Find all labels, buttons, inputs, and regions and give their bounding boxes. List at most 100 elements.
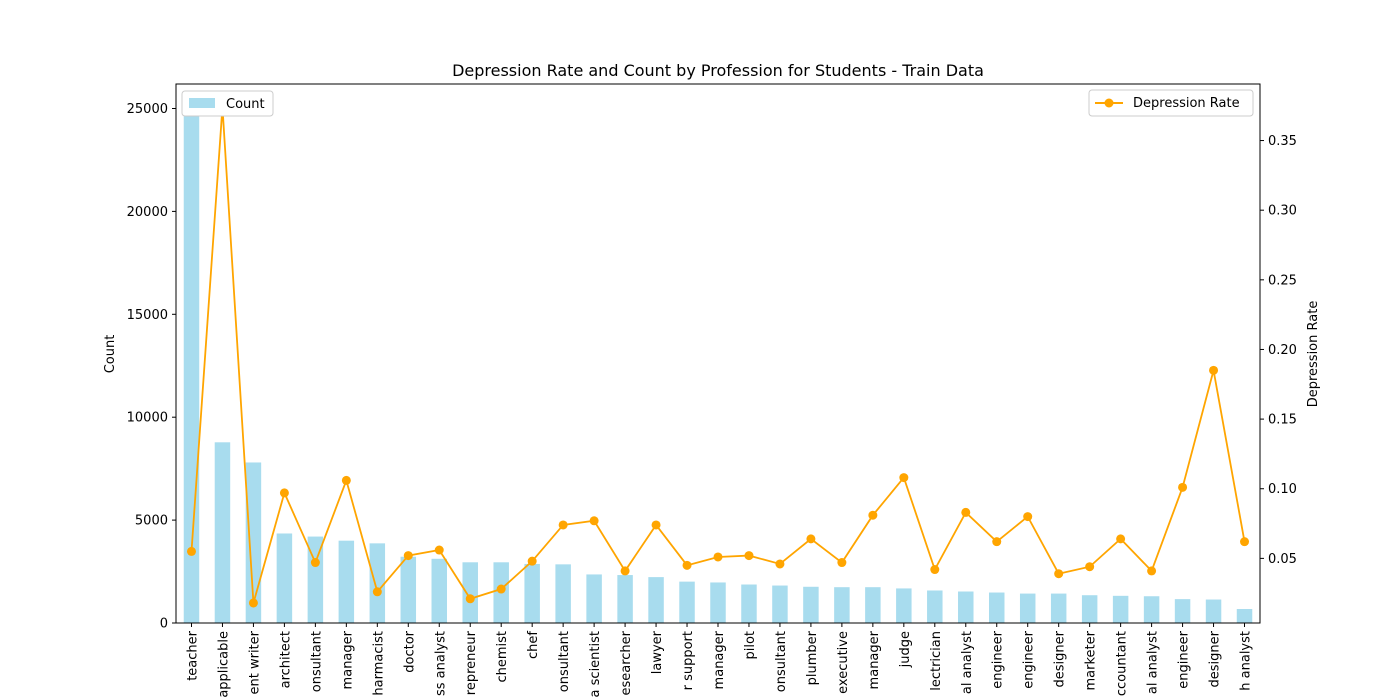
legend-count-swatch: [189, 98, 215, 108]
y-left-tick-label: 25000: [127, 102, 168, 117]
x-tick-label: judge: [898, 631, 913, 668]
x-tick-label: h analyst: [1239, 631, 1254, 691]
depression-rate-point: [403, 551, 413, 561]
x-tick-label: onsultant: [774, 631, 789, 692]
x-tick-label: ss analyst: [433, 631, 448, 696]
count-bar: [369, 543, 386, 623]
count-bar: [834, 587, 850, 623]
depression-rate-point: [1209, 365, 1219, 375]
depression-rate-point: [1054, 569, 1064, 579]
depression-rate-point: [558, 520, 568, 530]
legend-rate-frame: [1088, 89, 1254, 117]
depression-rate-point: [713, 552, 723, 562]
x-tick-label: al analyst: [960, 631, 975, 694]
count-bar: [679, 581, 695, 623]
depression-rate-point: [465, 594, 475, 604]
x-tick-label: plumber: [805, 630, 820, 685]
y-left-tick-label: 10000: [127, 411, 168, 426]
y-right-tick-label: 0.25: [1268, 273, 1297, 288]
count-bar: [865, 587, 881, 623]
y-right-tick-label: 0.30: [1268, 204, 1297, 219]
x-tick-label: harmacist: [371, 631, 386, 696]
depression-rate-point: [279, 488, 289, 498]
count-bar: [1236, 609, 1253, 623]
count-bar: [617, 575, 633, 623]
depression-rate-point: [899, 473, 909, 483]
x-tick-label: manager: [340, 630, 355, 689]
depression-rate-point: [1116, 534, 1126, 544]
count-bar: [648, 577, 664, 623]
legend-rate-marker: [1104, 98, 1114, 108]
depression-rate-point: [1085, 562, 1095, 572]
depression-rate-point: [248, 598, 258, 608]
count-bar: [462, 562, 478, 623]
depression-rate-line: [186, 102, 1250, 608]
x-tick-label: al analyst: [1146, 631, 1161, 694]
x-tick-label: pilot: [743, 631, 758, 660]
legend-count: Count: [181, 90, 274, 117]
depression-rate-point: [1240, 537, 1250, 547]
count-bar: [710, 582, 726, 623]
x-tick-label: engineer: [991, 630, 1006, 688]
count-bar: [400, 556, 417, 623]
depression-rate-point: [961, 507, 971, 517]
count-bar: [245, 462, 262, 623]
depression-rate-point: [1178, 482, 1188, 492]
y-left-tick-label: 5000: [135, 514, 168, 529]
x-tick-label: manager: [867, 630, 882, 689]
count-bar: [1050, 593, 1067, 623]
count-bar: [1112, 595, 1129, 623]
count-bar: [1019, 593, 1036, 623]
x-tick-label: teacher: [185, 630, 200, 680]
count-bar: [989, 592, 1005, 623]
depression-rate-point: [806, 534, 816, 544]
y-left-tick-label: 0: [160, 617, 168, 632]
count-bar: [927, 590, 943, 623]
count-bar: [1205, 599, 1222, 623]
count-bar: [772, 585, 788, 623]
y-axis-left-label: Count: [103, 335, 118, 374]
y-right-tick-label: 0.15: [1268, 413, 1297, 428]
x-tick-label: architect: [278, 631, 293, 688]
x-tick-label: ent writer: [247, 630, 262, 694]
x-tick-label: applicable: [216, 631, 231, 698]
depression-rate-point: [992, 537, 1002, 547]
x-tick-label: a scientist: [588, 631, 603, 697]
depression-rate-point: [651, 520, 661, 530]
depression-rate-point: [1147, 566, 1157, 576]
x-tick-label: chemist: [495, 631, 510, 683]
count-bar: [958, 591, 974, 623]
y-right-tick-label: 0.20: [1268, 343, 1297, 358]
x-tick-label: repreneur: [464, 630, 479, 695]
count-bar: [1174, 599, 1191, 623]
x-tick-label: executive: [836, 631, 851, 694]
y-right-tick-label: 0.10: [1268, 482, 1297, 497]
count-bar: [338, 540, 355, 623]
depression-rate-point: [744, 551, 754, 561]
x-tick-label: ccountant: [1115, 631, 1130, 696]
y-left-tick-label: 15000: [127, 308, 168, 323]
count-bar: [524, 563, 540, 623]
y-right-tick-label: 0.05: [1268, 552, 1297, 567]
x-tick-label: lawyer: [650, 630, 665, 674]
depression-rate-point: [930, 565, 940, 575]
count-bars: [183, 110, 1253, 623]
x-tick-label: engineer: [1022, 630, 1037, 688]
x-tick-label: lectrician: [929, 631, 944, 691]
depression-rate-point: [1023, 512, 1033, 522]
depression-rate-point: [341, 475, 351, 485]
count-bar: [896, 588, 912, 623]
x-tick-label: manager: [712, 630, 727, 689]
depression-rate-point: [682, 560, 692, 570]
count-bar: [586, 574, 602, 623]
y-axis-right: 0.05 0.10 0.15 0.20 0.25 0.30 0.35: [1260, 134, 1297, 567]
x-tick-label: esearcher: [619, 630, 634, 695]
legend-count-label: Count: [226, 97, 265, 112]
count-bar: [307, 536, 324, 623]
depression-rate-point: [589, 516, 599, 526]
depression-rate-point: [434, 545, 444, 555]
x-tick-label: onsultant: [557, 631, 572, 692]
depression-rate-point: [837, 558, 847, 568]
y-axis-right-label: Depression Rate: [1306, 301, 1321, 408]
